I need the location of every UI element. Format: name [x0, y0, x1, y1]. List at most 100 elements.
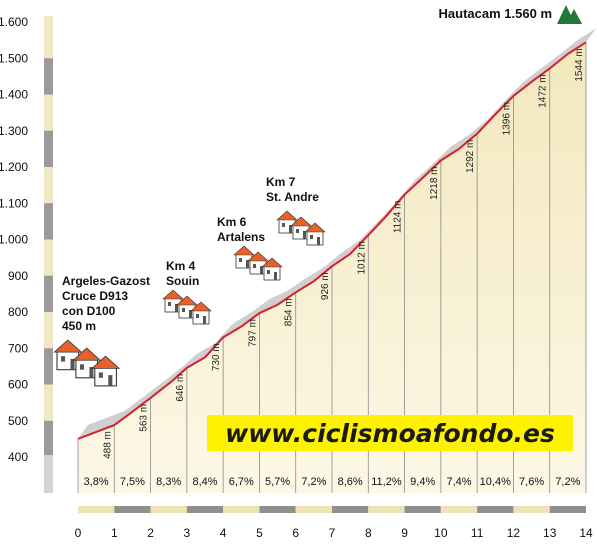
place-annotation-line: St. Andre [266, 190, 319, 204]
gradient-label: 8,4% [192, 476, 217, 488]
x-tick-label: 5 [256, 526, 263, 540]
house-icon [91, 355, 121, 387]
elevation-label: 1292 m [465, 140, 476, 173]
y-axis-segment [44, 348, 53, 385]
house-roof [91, 355, 121, 369]
watermark-text[interactable]: www.ciclismoafondo.es [225, 419, 555, 448]
gradient-label: 7,2% [301, 476, 326, 488]
house-window [267, 270, 270, 274]
house-window [296, 229, 299, 233]
house-roof [190, 301, 212, 312]
y-axis: 400 500 600 700 800 900 1.000 1.100 1.200 1.300 1.… [0, 15, 53, 493]
house-roof [304, 222, 326, 233]
x-tick-label: 1 [111, 526, 118, 540]
place-annotation-line: Km 4 [166, 259, 196, 273]
tree-shape [566, 9, 582, 24]
house-door [70, 358, 75, 370]
profile-path [77, 41, 587, 440]
y-tick-label: 1.400 [0, 88, 28, 102]
y-tick-label: 1.200 [0, 160, 28, 174]
house-door [89, 367, 94, 378]
elevation-label: 854 m [284, 298, 295, 326]
x-tick-label: 14 [579, 526, 593, 540]
house-door [108, 375, 113, 386]
y-tick-label: 900 [8, 269, 28, 283]
x-axis-segment [549, 506, 586, 513]
tree-icon [557, 5, 582, 24]
watermark-background [207, 415, 573, 451]
gradient-label: 6,7% [229, 476, 254, 488]
x-axis-segment [477, 506, 514, 513]
x-axis-segment [332, 506, 369, 513]
x-tick-label: 9 [401, 526, 408, 540]
house-window [98, 372, 103, 378]
house-icon [176, 295, 198, 319]
elevation-label: 488 m [102, 431, 113, 459]
house-door [203, 316, 206, 324]
gradient-label: 7,6% [519, 476, 544, 488]
road-band [78, 28, 596, 439]
y-axis-foot [44, 455, 53, 493]
y-tick-label: 400 [8, 450, 28, 464]
x-tick-label: 10 [434, 526, 448, 540]
y-axis-segment [44, 58, 53, 95]
x-axis-segment [78, 506, 115, 513]
house-door [317, 237, 320, 245]
elevation-label: 1396 m [501, 102, 512, 135]
x-axis-segment [404, 506, 441, 513]
village-icons [53, 210, 326, 387]
x-axis-segment [440, 506, 478, 513]
y-axis-segment [44, 130, 53, 167]
y-tick-label: 1.600 [0, 15, 28, 29]
x-axis-segment [368, 506, 405, 513]
house-roof [247, 251, 269, 262]
x-axis-segment [150, 506, 187, 513]
x-tick-label: 6 [292, 526, 299, 540]
y-axis-segment [44, 203, 53, 240]
elevation-label: 730 m [211, 343, 222, 371]
gradient-label: 3,8% [84, 476, 109, 488]
profile-line [77, 41, 587, 440]
house-roof [53, 339, 83, 353]
chart-title: Hautacam 1.560 m [439, 6, 552, 21]
x-axis-segment [259, 506, 296, 513]
x-tick-label: 7 [329, 526, 336, 540]
elevation-label: 1472 m [538, 74, 549, 107]
gradient-label: 5,7% [265, 476, 290, 488]
house-window [239, 258, 242, 262]
place-annotation-line: Cruce D913 [62, 289, 128, 303]
elevation-label: 926 m [320, 272, 331, 300]
house-icon [304, 222, 326, 246]
gradient-label: 10,4% [480, 476, 511, 488]
place-annotation-line: Argeles-Gazost [62, 274, 150, 288]
house-wall [263, 265, 281, 281]
village-icon [53, 339, 121, 387]
house-roof [276, 210, 298, 221]
x-tick-label: 11 [471, 526, 484, 540]
house-door [260, 266, 263, 274]
x-axis-segment [295, 506, 332, 513]
house-wall [306, 230, 324, 246]
house-icon [162, 289, 184, 313]
x-tick-label: 4 [220, 526, 227, 540]
house-window [253, 264, 256, 268]
house-window [310, 235, 313, 239]
place-annotation-line: con D100 [62, 304, 116, 318]
village-icon [276, 210, 326, 246]
elevation-label: 1218 m [429, 166, 440, 199]
y-tick-label: 500 [8, 414, 28, 428]
x-axis-segment [114, 506, 151, 513]
elevation-label: 646 m [175, 374, 186, 402]
elevation-label: 563 m [139, 404, 150, 432]
elevation-label: 1124 m [393, 201, 404, 234]
house-door [246, 260, 249, 268]
y-axis-segment [44, 275, 53, 312]
elevation-label: 797 m [247, 319, 258, 347]
gradient-label: 8,6% [338, 476, 363, 488]
house-window [282, 223, 285, 227]
gradient-label: 7,2% [555, 476, 580, 488]
house-door [274, 272, 277, 280]
